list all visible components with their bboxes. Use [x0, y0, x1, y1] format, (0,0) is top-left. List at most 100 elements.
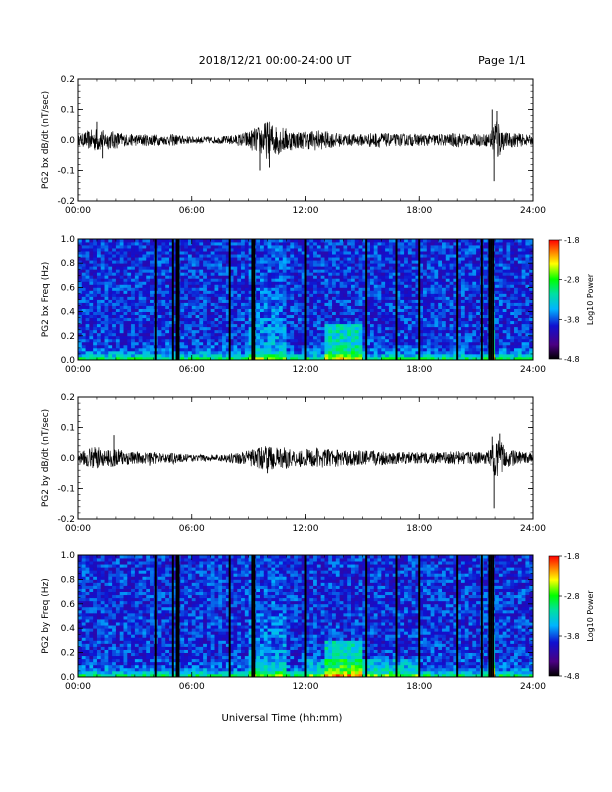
spectrogram-cell — [377, 347, 382, 352]
spectrogram-cell — [445, 296, 450, 300]
spectrogram-cell — [89, 299, 94, 303]
spectrogram-cell — [112, 248, 117, 252]
spectrogram-cell — [483, 353, 488, 358]
spectrogram-cell — [301, 293, 306, 297]
spectrogram-cell — [225, 272, 231, 276]
spectrogram-cell — [138, 272, 143, 276]
spectrogram-cell — [191, 350, 196, 355]
spectrogram-cell — [206, 257, 212, 261]
spectrogram-cell — [366, 314, 371, 319]
spectrogram-cell — [411, 290, 416, 294]
spectrogram-cell — [396, 275, 401, 279]
spectrogram-cell — [369, 314, 375, 319]
spectrogram-cell — [142, 344, 147, 349]
spectrogram-cell — [521, 296, 526, 300]
spectrogram-cell — [324, 302, 329, 306]
spectrogram-cell — [377, 242, 382, 246]
spectrogram-cell — [415, 314, 420, 319]
spectrogram-cell — [161, 350, 166, 355]
spectrogram-cell — [388, 257, 394, 261]
spectrogram-cell — [347, 275, 352, 279]
spectrogram-cell — [233, 254, 238, 258]
spectrogram-cell — [282, 239, 287, 243]
spectrogram-cell — [256, 326, 261, 331]
spectrogram-cell — [112, 353, 117, 358]
spectrogram-cell — [81, 338, 86, 343]
spectrogram-cell — [426, 254, 432, 258]
spectrogram-cell — [214, 272, 219, 276]
spectrogram-cell — [366, 350, 371, 355]
spectrogram-cell — [411, 242, 416, 246]
spectrogram-cell — [464, 254, 469, 258]
spectrogram-cell — [191, 266, 196, 270]
spectrogram-cell — [430, 347, 435, 352]
spectrogram-cell — [157, 353, 162, 358]
spectrogram-cell — [282, 329, 287, 334]
spectrogram-cell — [411, 329, 416, 334]
spectrogram-cell — [498, 326, 504, 331]
spectrogram-cell — [127, 335, 132, 340]
spectrogram-cell — [203, 329, 208, 334]
spectrogram-cell — [214, 299, 219, 303]
spectrogram-cell — [328, 242, 333, 246]
spectrogram-cell — [502, 242, 507, 246]
spectrogram-cell — [161, 254, 166, 258]
spectrogram-cell — [290, 269, 295, 273]
spectrogram-cell — [464, 248, 469, 252]
spectrogram-cell — [222, 350, 227, 355]
spectrogram-cell — [199, 248, 204, 252]
spectrogram-cell — [411, 239, 416, 243]
spectrogram-cell — [339, 275, 344, 279]
spectrogram-cell — [373, 353, 378, 358]
spectrogram-cell — [460, 338, 466, 343]
spectrogram-cell — [430, 272, 435, 276]
spectrogram-cell — [400, 311, 405, 316]
spectrogram-cell — [203, 356, 208, 361]
spectrogram-cell — [225, 302, 231, 306]
spectrogram-cell — [498, 335, 504, 340]
spectrogram-cell — [525, 242, 530, 246]
spectrogram-cell — [400, 293, 405, 297]
spectrogram-cell — [347, 350, 352, 355]
spectrogram-cell — [286, 347, 291, 352]
spectrogram-cell — [385, 302, 390, 306]
spectrogram-cell — [434, 299, 439, 303]
spectrogram-cell — [449, 329, 454, 334]
spectrogram-cell — [392, 314, 397, 319]
spectrogram-cell — [180, 266, 185, 270]
spectrogram-cell — [529, 266, 534, 270]
spectrogram-cell — [354, 329, 359, 334]
spectrogram-cell — [449, 320, 454, 325]
spectrogram-cell — [373, 356, 378, 361]
spectrogram-cell — [301, 350, 306, 355]
spectrogram-cell — [187, 251, 193, 255]
spectrogram-cell — [108, 341, 113, 346]
spectrogram-cell — [282, 248, 287, 252]
spectrogram-cell — [438, 263, 443, 267]
spectrogram-cell — [108, 293, 113, 297]
spectrogram-cell — [483, 263, 488, 267]
spectrogram-cell — [415, 257, 420, 261]
spectrogram-cell — [502, 335, 507, 340]
spectrogram-cell — [89, 275, 94, 279]
spectrogram-cell — [286, 266, 291, 270]
spectrogram-cell — [96, 356, 102, 361]
spectrogram-cell — [225, 278, 231, 282]
spectrogram-cell — [358, 302, 363, 306]
spectrogram-cell — [419, 308, 424, 312]
spectrogram-cell — [506, 251, 511, 255]
spectrogram-cell — [351, 323, 356, 328]
spectrogram-cell — [85, 338, 90, 343]
spectrogram-cell — [142, 278, 147, 282]
spectrogram-cell — [233, 356, 238, 361]
spectrogram-cell — [411, 344, 416, 349]
spectrogram-cell — [460, 263, 466, 267]
spectrogram-cell — [104, 272, 109, 276]
spectrogram-cell — [256, 338, 261, 343]
spectrogram-cell — [112, 266, 117, 270]
spectrogram-cell — [457, 278, 462, 282]
spectrogram-cell — [195, 239, 200, 243]
spectrogram-cell — [278, 296, 284, 300]
spectrogram-cell — [286, 329, 291, 334]
spectrogram-cell — [347, 248, 352, 252]
